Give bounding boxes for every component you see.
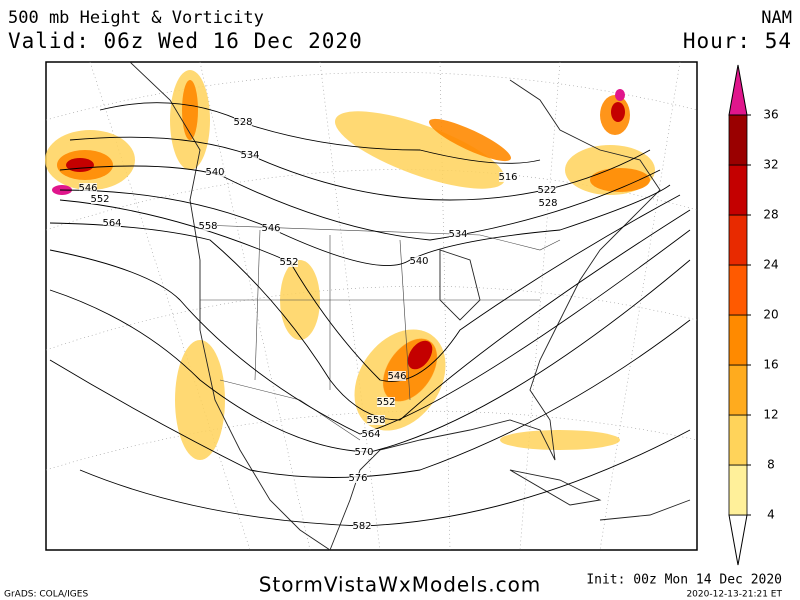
colorbar-segment bbox=[728, 164, 748, 216]
contour-label-bg bbox=[377, 397, 395, 407]
height-contours bbox=[49, 102, 691, 527]
model: NAM bbox=[761, 8, 792, 28]
vorticity-max bbox=[66, 102, 625, 370]
contour-label-bg bbox=[234, 117, 252, 127]
colorbar: 4 8 12 16 20 24 28 32 36 bbox=[728, 64, 779, 566]
colorbar-label: 4 bbox=[767, 508, 775, 522]
contour-label: 546 bbox=[78, 183, 97, 194]
contour-label: 552 bbox=[376, 397, 395, 408]
contour-label-bg bbox=[539, 198, 557, 208]
vorticity-extreme bbox=[615, 89, 625, 101]
contour-label: 564 bbox=[361, 429, 380, 440]
contour-label: 528 bbox=[538, 198, 557, 209]
contour-label: 534 bbox=[240, 150, 259, 161]
contour-label-bg bbox=[355, 447, 373, 457]
contour-label-bg bbox=[362, 429, 380, 439]
contour-label-bg bbox=[353, 521, 371, 531]
colorbar-label: 36 bbox=[763, 108, 778, 122]
contour-label-bg bbox=[262, 223, 280, 233]
colorbar-segment bbox=[728, 414, 748, 466]
contour-label-bg bbox=[367, 415, 385, 425]
contour-label: 546 bbox=[387, 371, 406, 382]
colorbar-label: 32 bbox=[763, 158, 778, 172]
colorbar-segment bbox=[728, 114, 748, 166]
contour-label: 558 bbox=[198, 221, 217, 232]
colorbar-segment bbox=[728, 464, 748, 516]
contour-label: 534 bbox=[448, 229, 467, 240]
contour-label: 576 bbox=[348, 473, 367, 484]
contour-label: 570 bbox=[354, 447, 373, 458]
contour-label-bg bbox=[449, 229, 467, 239]
contour-label-bg bbox=[91, 194, 109, 204]
contour-label-bg bbox=[499, 172, 517, 182]
colorbar-label: 12 bbox=[763, 408, 778, 422]
coastlines bbox=[129, 61, 691, 551]
colorbar-segment bbox=[728, 214, 748, 266]
colorbar-label: 16 bbox=[763, 358, 778, 372]
colorbar-segment bbox=[728, 264, 748, 316]
contour-label: 522 bbox=[537, 185, 556, 196]
contour-label-bg bbox=[538, 185, 556, 195]
colorbar-label: 28 bbox=[763, 208, 778, 222]
forecast-hour: Hour: 54 bbox=[683, 29, 792, 53]
graticule bbox=[45, 61, 698, 551]
contour-label-bg bbox=[199, 221, 217, 231]
borders bbox=[199, 224, 561, 441]
contour-label-bg bbox=[349, 473, 367, 483]
contour-label-bg bbox=[103, 218, 121, 228]
contour-label-bg bbox=[241, 150, 259, 160]
colorbar-label: 24 bbox=[763, 258, 778, 272]
timestamp: 2020-12-13-21:21 ET bbox=[686, 590, 782, 600]
contour-label: 516 bbox=[498, 172, 517, 183]
contour-label-bg bbox=[280, 257, 298, 267]
contour-label: 552 bbox=[90, 194, 109, 205]
credit: GrADS: COLA/IGES bbox=[4, 590, 88, 600]
contour-label: 540 bbox=[409, 256, 428, 267]
colorbar-extension-high bbox=[728, 64, 748, 116]
contour-label: 582 bbox=[352, 521, 371, 532]
contour-label: 564 bbox=[102, 218, 121, 229]
contour-label: 552 bbox=[279, 257, 298, 268]
valid-time: Valid: 06z Wed 16 Dec 2020 bbox=[8, 29, 363, 53]
colorbar-extension-low bbox=[728, 514, 748, 566]
colorbar-segment bbox=[728, 314, 748, 366]
colorbar-label: 8 bbox=[767, 458, 775, 472]
contour-label: 546 bbox=[261, 223, 280, 234]
contour-label-bg bbox=[79, 183, 97, 193]
init-time: Init: 00z Mon 14 Dec 2020 bbox=[586, 573, 782, 588]
site-name: StormVistaWxModels.com bbox=[259, 573, 542, 597]
colorbar-label: 20 bbox=[763, 308, 778, 322]
title: 500 mb Height & Vorticity bbox=[8, 8, 264, 28]
colorbar-segment bbox=[728, 364, 748, 416]
contour-label: 528 bbox=[233, 117, 252, 128]
contour-label-bg bbox=[388, 371, 406, 381]
contour-label: 558 bbox=[366, 415, 385, 426]
contour-label: 540 bbox=[205, 167, 224, 178]
contour-label-bg bbox=[206, 167, 224, 177]
contour-label-bg bbox=[410, 256, 428, 266]
